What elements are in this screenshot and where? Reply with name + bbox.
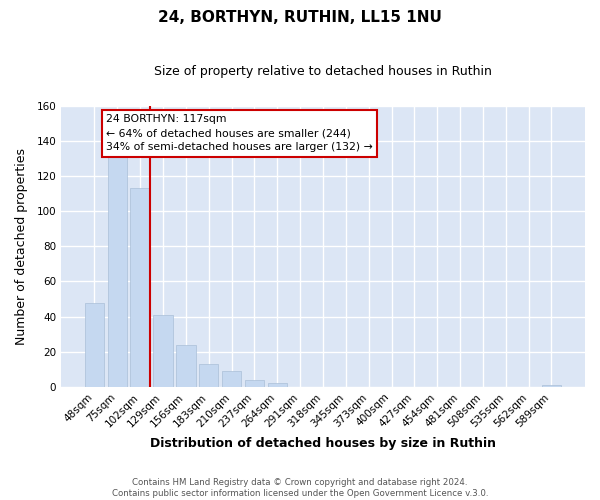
- Text: Contains HM Land Registry data © Crown copyright and database right 2024.
Contai: Contains HM Land Registry data © Crown c…: [112, 478, 488, 498]
- Y-axis label: Number of detached properties: Number of detached properties: [15, 148, 28, 345]
- Title: Size of property relative to detached houses in Ruthin: Size of property relative to detached ho…: [154, 65, 492, 78]
- Bar: [222, 371, 241, 387]
- X-axis label: Distribution of detached houses by size in Ruthin: Distribution of detached houses by size …: [150, 437, 496, 450]
- Bar: [176, 344, 196, 387]
- Bar: [130, 188, 150, 387]
- Text: 24, BORTHYN, RUTHIN, LL15 1NU: 24, BORTHYN, RUTHIN, LL15 1NU: [158, 10, 442, 25]
- Bar: [245, 380, 264, 387]
- Bar: [199, 364, 218, 387]
- Text: 24 BORTHYN: 117sqm
← 64% of detached houses are smaller (244)
34% of semi-detach: 24 BORTHYN: 117sqm ← 64% of detached hou…: [106, 114, 373, 152]
- Bar: [154, 315, 173, 387]
- Bar: [542, 385, 561, 387]
- Bar: [107, 155, 127, 387]
- Bar: [268, 384, 287, 387]
- Bar: [85, 302, 104, 387]
